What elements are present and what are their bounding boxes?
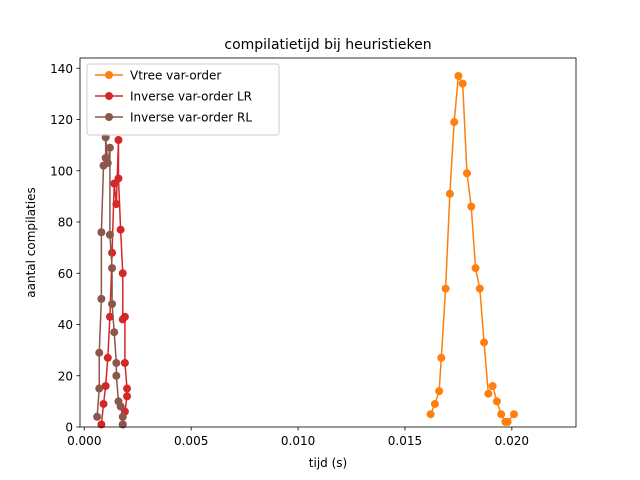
data-point <box>480 338 489 347</box>
legend-label: Inverse var-order RL <box>130 111 252 125</box>
legend-box <box>86 63 280 136</box>
legend-marker <box>105 113 113 121</box>
data-point <box>112 371 121 380</box>
legend-item: Vtree var-order <box>95 69 221 83</box>
legend-item: Inverse var-order LR <box>95 90 252 104</box>
data-point <box>112 200 121 209</box>
data-point <box>103 159 112 168</box>
data-point <box>105 312 114 321</box>
data-point <box>123 384 132 393</box>
data-point <box>99 399 108 408</box>
y-tick-label: 0 <box>65 421 73 435</box>
data-point <box>97 420 106 429</box>
series-1 <box>426 71 518 426</box>
data-point <box>467 202 476 211</box>
y-tick-label: 80 <box>58 216 73 230</box>
data-point <box>503 417 512 426</box>
data-point <box>97 228 106 237</box>
data-point <box>114 136 123 144</box>
data-point <box>492 397 501 406</box>
data-point <box>105 230 114 239</box>
x-tick-label: 0.020 <box>495 434 529 448</box>
data-point <box>471 264 480 273</box>
data-point <box>454 71 463 80</box>
data-point <box>510 410 518 419</box>
data-point <box>450 118 459 127</box>
data-point <box>120 358 129 367</box>
data-point <box>114 174 123 183</box>
series-layer <box>93 71 518 429</box>
y-tick-label: 100 <box>50 164 73 178</box>
x-tick-label: 0.015 <box>388 434 422 448</box>
data-point <box>101 382 110 390</box>
y-tick-label: 140 <box>50 62 73 76</box>
y-tick-label: 120 <box>50 113 73 127</box>
data-point <box>488 382 497 390</box>
data-point <box>93 412 102 421</box>
data-point <box>105 143 114 152</box>
data-point <box>116 402 125 411</box>
chart-title: compilatietijd bij heuristieken <box>224 37 431 53</box>
data-point <box>497 410 506 419</box>
data-point <box>108 264 117 273</box>
y-axis-label: aantal compilaties <box>24 187 38 297</box>
legend: Vtree var-order Inverse var-order LR Inver… <box>86 63 280 136</box>
data-point <box>120 312 129 321</box>
data-point <box>110 328 119 337</box>
data-point <box>118 269 127 278</box>
data-point <box>441 284 450 293</box>
data-point <box>435 387 444 396</box>
series-line <box>96 136 124 425</box>
y-tick-label: 60 <box>58 267 73 281</box>
axes-frame <box>79 57 577 428</box>
legend-label: Inverse var-order LR <box>130 90 252 104</box>
data-point <box>95 384 104 393</box>
data-point <box>445 189 454 198</box>
data-point <box>108 248 117 257</box>
data-point <box>123 392 132 401</box>
axes-layer: 0.000 0.005 0.010 0.015 0.020 0 20 40 60 80 100 120… <box>50 57 577 448</box>
data-point <box>97 294 106 303</box>
series-3 <box>93 133 127 429</box>
data-point <box>484 389 493 398</box>
y-tick-label: 40 <box>58 318 73 332</box>
data-point <box>437 353 446 362</box>
data-point <box>116 225 125 234</box>
legend-marker <box>105 92 113 100</box>
data-point <box>430 399 439 408</box>
data-point <box>426 410 435 419</box>
data-point <box>103 353 112 362</box>
x-tick-label: 0.000 <box>67 434 101 448</box>
data-point <box>118 412 127 421</box>
legend-label: Vtree var-order <box>130 69 221 83</box>
data-point <box>475 284 484 293</box>
legend-item: Inverse var-order RL <box>95 111 252 125</box>
y-tick-label: 20 <box>58 369 73 383</box>
data-point <box>108 300 117 308</box>
data-point <box>95 348 104 357</box>
data-point <box>112 358 121 367</box>
x-tick-label: 0.010 <box>281 434 315 448</box>
data-point <box>458 79 467 88</box>
legend-marker <box>105 71 113 79</box>
data-point <box>462 169 471 178</box>
x-axis-label: tijd (s) <box>309 456 347 470</box>
data-point <box>118 420 127 429</box>
x-tick-label: 0.005 <box>174 434 208 448</box>
